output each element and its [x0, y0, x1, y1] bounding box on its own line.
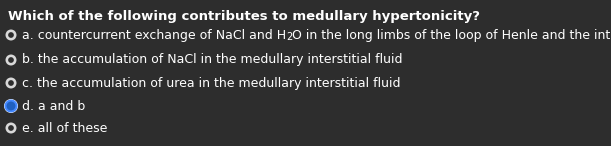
Text: c. the accumulation of urea in the medullary interstitial fluid: c. the accumulation of urea in the medul… [22, 77, 400, 89]
Circle shape [5, 78, 16, 88]
Text: d. a and b: d. a and b [22, 100, 86, 113]
Circle shape [8, 125, 14, 131]
Text: Which of the following contributes to medullary hypertonicity?: Which of the following contributes to me… [8, 10, 480, 23]
Text: O in the long limbs of the loop of Henle and the interstitial fluid: O in the long limbs of the loop of Henle… [293, 28, 611, 41]
Circle shape [5, 122, 16, 133]
Circle shape [5, 29, 16, 40]
Text: a. countercurrent exchange of NaCl and H: a. countercurrent exchange of NaCl and H [22, 28, 286, 41]
Circle shape [8, 80, 14, 86]
Text: e. all of these: e. all of these [22, 121, 108, 134]
Circle shape [5, 54, 16, 66]
Text: 2: 2 [286, 33, 293, 42]
Circle shape [8, 57, 14, 63]
Text: b. the accumulation of NaCl in the medullary interstitial fluid: b. the accumulation of NaCl in the medul… [22, 53, 403, 66]
Circle shape [8, 32, 14, 38]
Circle shape [4, 99, 18, 113]
Circle shape [5, 100, 16, 112]
